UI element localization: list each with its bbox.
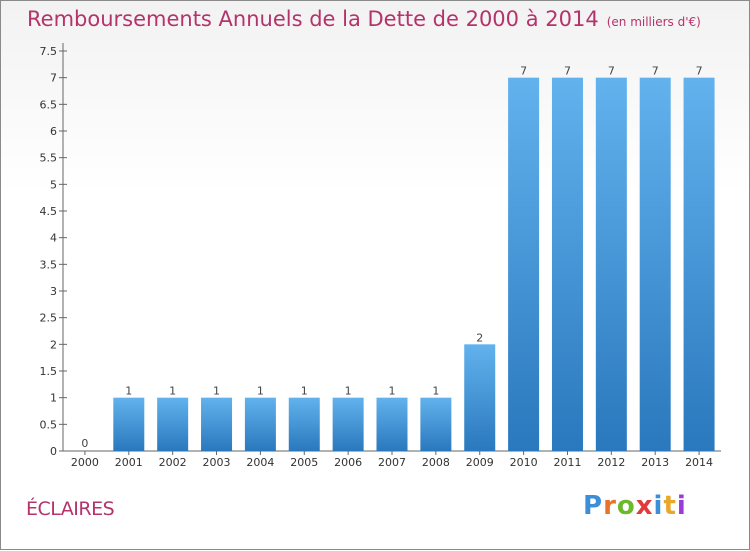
bar (508, 77, 540, 452)
bar (288, 397, 320, 451)
logo-letter: P (583, 491, 604, 521)
bar (113, 397, 145, 451)
data-label: 1 (169, 385, 176, 398)
logo-letter: x (635, 491, 654, 521)
bar (244, 397, 276, 451)
y-tick-label: 4 (50, 232, 57, 245)
x-tick-label: 2014 (685, 456, 713, 469)
bar (420, 397, 452, 451)
logo-letter: o (616, 491, 636, 521)
bar (595, 77, 627, 452)
data-label: 1 (345, 385, 352, 398)
bar (376, 397, 408, 451)
y-tick-label: 2.5 (40, 312, 58, 325)
y-tick-label: 7.5 (40, 45, 58, 58)
bar (464, 344, 496, 451)
y-tick-label: 2 (50, 338, 57, 351)
y-tick-label: 4.5 (40, 205, 58, 218)
commune-name: ÉCLAIRES (26, 498, 115, 520)
chart-bars: 0 1 1 1 1 1 1 1 1 2 7 7 7 7 7 (81, 65, 715, 452)
x-tick-label: 2006 (334, 456, 362, 469)
logo-letter: i (676, 491, 687, 521)
data-label: 1 (301, 385, 308, 398)
y-tick-label: 0.5 (40, 418, 58, 431)
y-tick-label: 1.5 (40, 365, 58, 378)
y-tick-label: 6 (50, 125, 57, 138)
data-label: 1 (213, 385, 220, 398)
x-tick-label: 2003 (203, 456, 231, 469)
x-tick-label: 2007 (378, 456, 406, 469)
bar (332, 397, 364, 451)
data-label: 1 (432, 385, 439, 398)
x-tick-label: 2002 (159, 456, 187, 469)
y-tick-label: 1 (50, 392, 57, 405)
data-label: 0 (81, 437, 88, 450)
y-tick-label: 3 (50, 285, 57, 298)
data-label: 7 (564, 65, 571, 78)
y-tick-label: 5.5 (40, 152, 58, 165)
x-tick-label: 2009 (466, 456, 494, 469)
data-label: 7 (608, 65, 615, 78)
chart-unit: (en milliers d'€) (606, 15, 701, 29)
x-tick-label: 2013 (641, 456, 669, 469)
logo-letter: i (653, 491, 664, 521)
y-tick-label: 3.5 (40, 258, 58, 271)
bar (639, 77, 671, 452)
y-tick-label: 5 (50, 178, 57, 191)
x-tick-label: 2008 (422, 456, 450, 469)
x-tick-label: 2001 (115, 456, 143, 469)
logo-letter: r (603, 491, 617, 521)
data-label: 7 (520, 65, 527, 78)
bar (683, 77, 715, 452)
data-label: 2 (476, 331, 483, 344)
data-label: 1 (125, 385, 132, 398)
x-tick-label: 2004 (246, 456, 274, 469)
x-tick-label: 2011 (553, 456, 581, 469)
chart-title-text: Remboursements Annuels de la Dette de 20… (27, 7, 599, 31)
bar (551, 77, 583, 452)
bar (157, 397, 189, 451)
x-tick-label: 2000 (71, 456, 99, 469)
proxiti-logo: Proxiti (583, 491, 687, 521)
logo-letter: t (663, 491, 677, 521)
x-tick-label: 2005 (290, 456, 318, 469)
x-tick-label: 2010 (510, 456, 538, 469)
chart-title: Remboursements Annuels de la Dette de 20… (27, 7, 701, 31)
data-label: 7 (696, 65, 703, 78)
bar (201, 397, 233, 451)
chart-axes: 0 0.5 1 1.5 2 2.5 3 3.5 4 4.5 5 5.5 6 6.5 7 7.5 2000 2001… (40, 43, 721, 469)
data-label: 1 (389, 385, 396, 398)
data-label: 7 (652, 65, 659, 78)
data-label: 1 (257, 385, 264, 398)
x-tick-label: 2012 (597, 456, 625, 469)
y-tick-label: 7 (50, 72, 57, 85)
y-tick-label: 0 (50, 445, 57, 458)
y-tick-label: 6.5 (40, 98, 58, 111)
